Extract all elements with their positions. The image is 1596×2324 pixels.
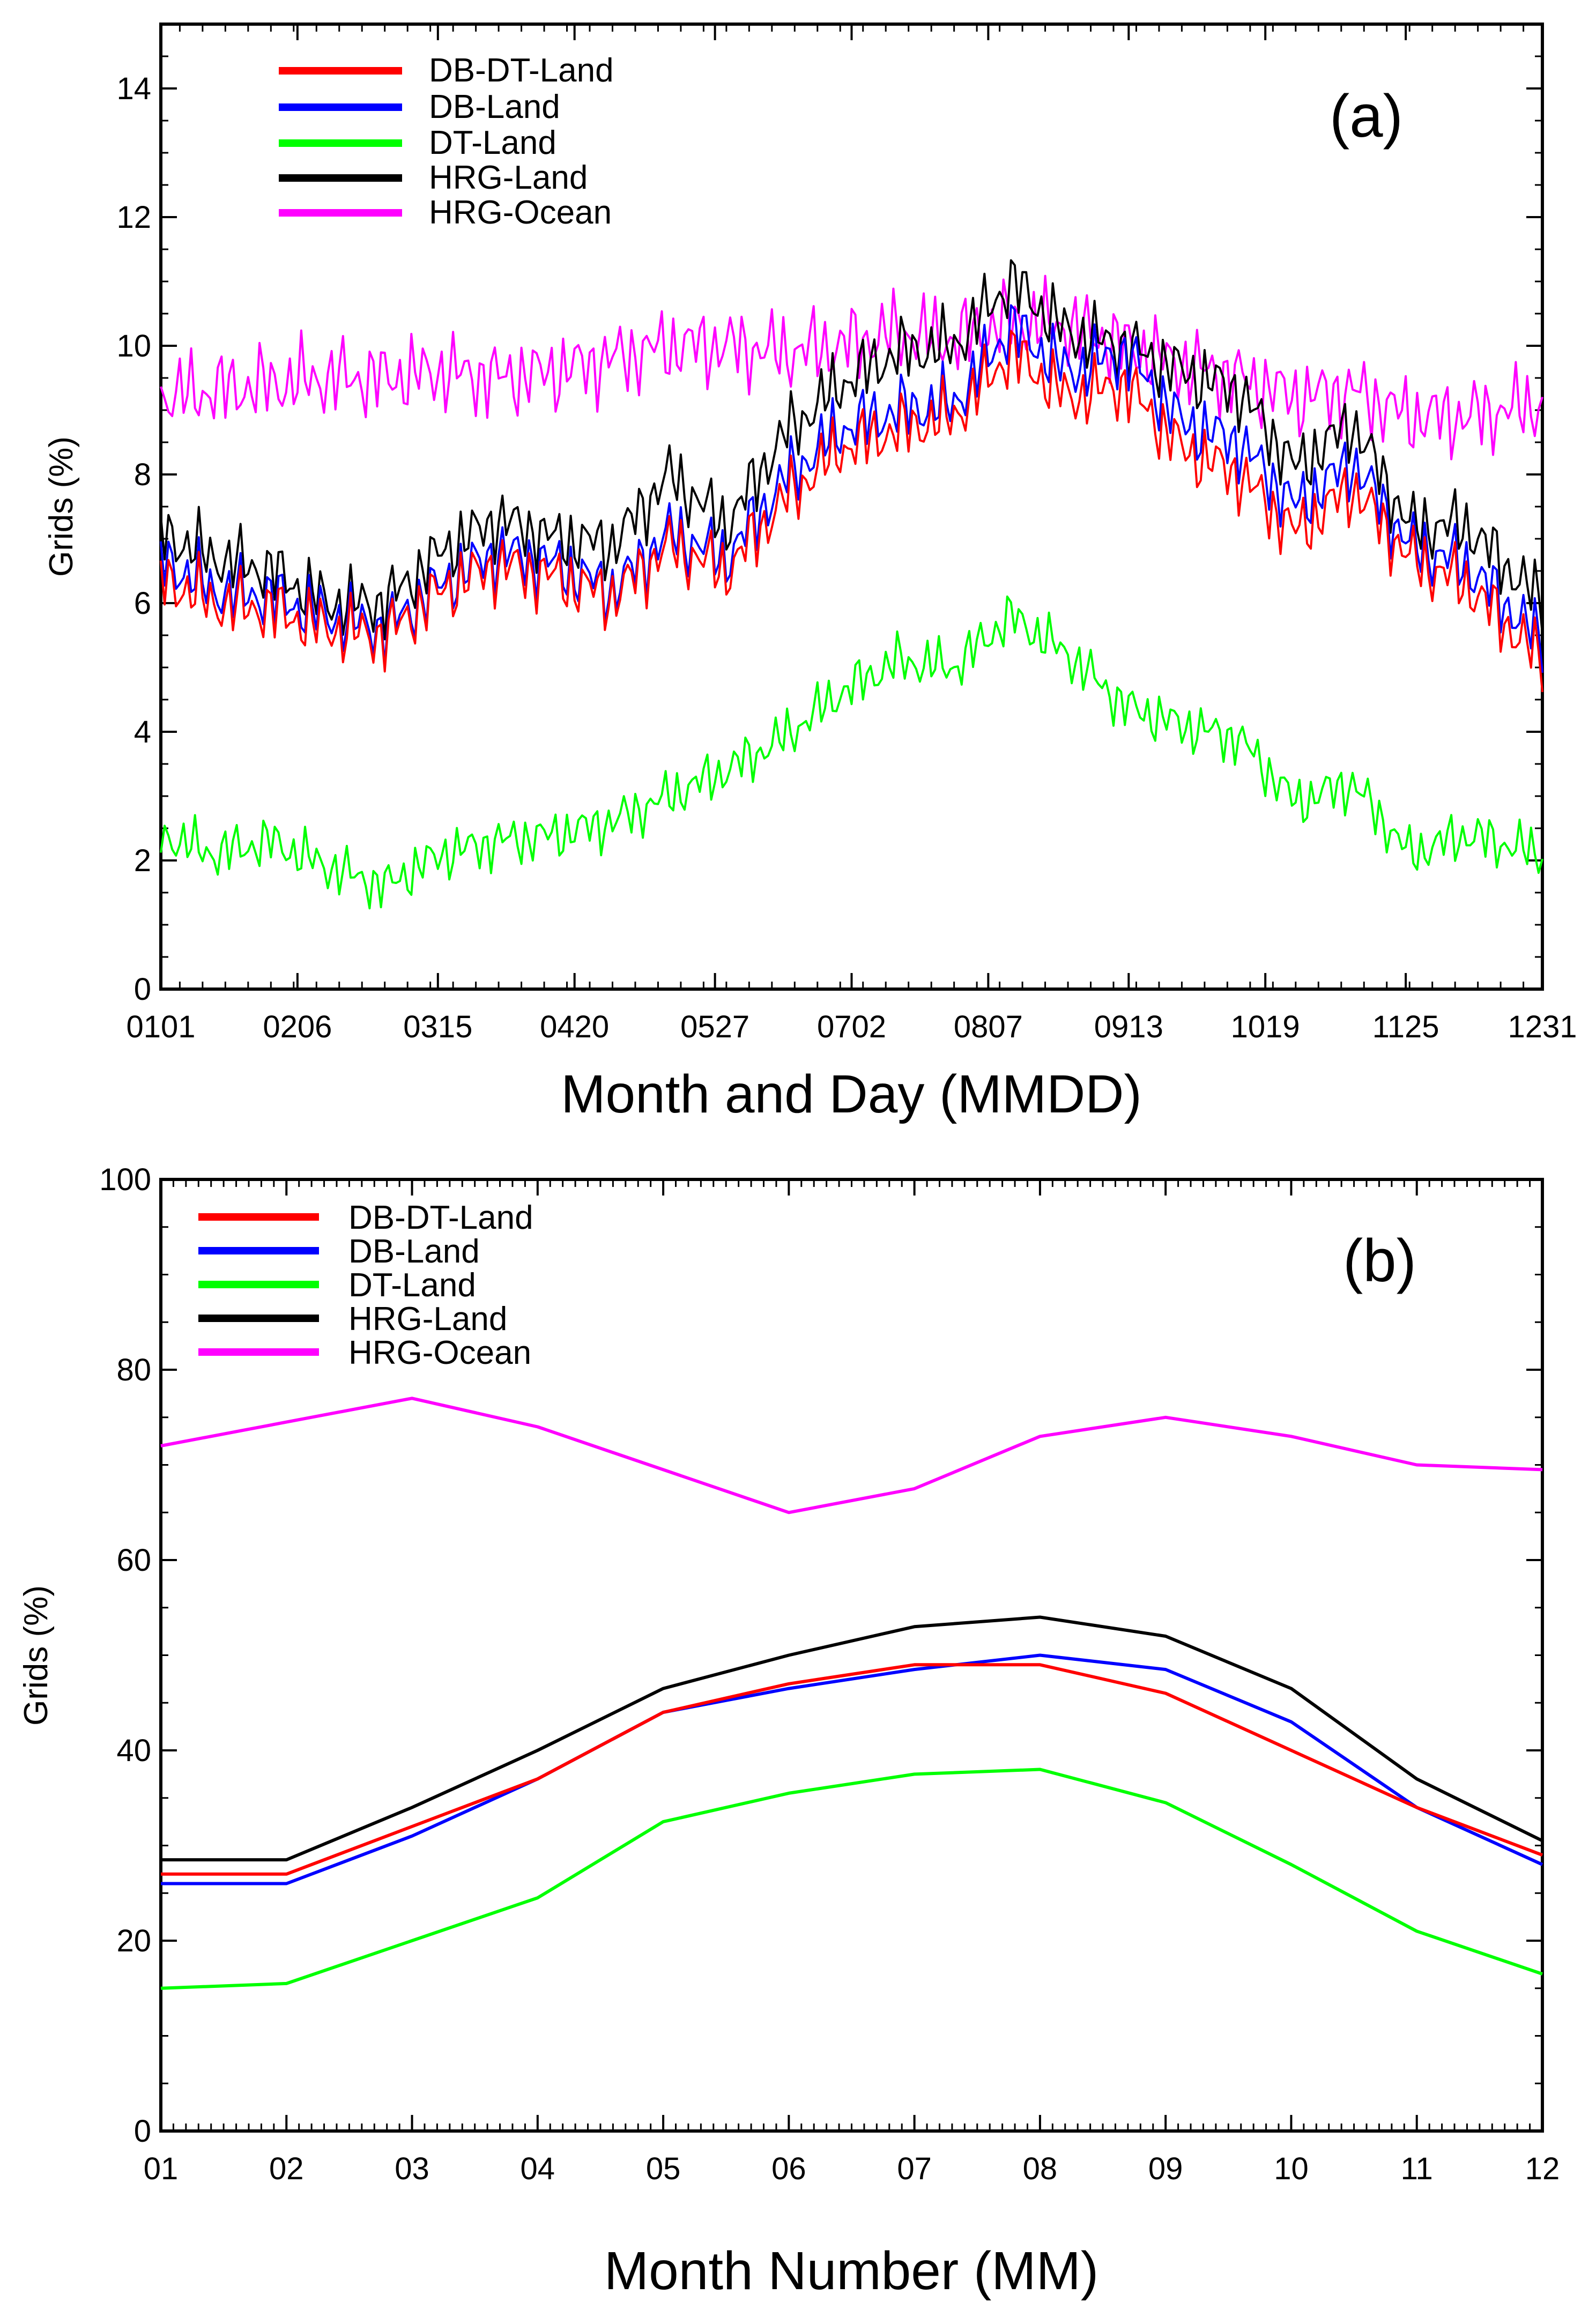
panel-b-minor-ticks xyxy=(161,1179,1542,2131)
panel-a-series-line-dt-land xyxy=(160,595,1543,910)
panel-a-x-tick-label: 0315 xyxy=(403,1009,472,1044)
panel-a-x-tick-label: 0420 xyxy=(540,1009,609,1044)
panel-a-x-tick-label: 0527 xyxy=(680,1009,749,1044)
panel-b-x-tick-label: 10 xyxy=(1274,2151,1309,2186)
panel-a-x-tick-label: 1125 xyxy=(1372,1009,1439,1044)
panel-a-chart: 0 2 4 6 8 10 12 14 0101 0206 0315 0420 0527 0702 0807… xyxy=(43,23,1577,1124)
panel-b-x-axis-title: Month Number (MM) xyxy=(604,2241,1098,2301)
panel-b-series-line-hrg-ocean xyxy=(160,1397,1543,1514)
panel-a-tag: (a) xyxy=(1330,83,1403,150)
panel-b-chart: 0 20 40 60 80 100 01 02 03 04 05 06 07 08 09 10 11 12 DB… xyxy=(18,1162,1560,2301)
panel-a-y-tick-label: 12 xyxy=(116,200,151,235)
panel-b-x-tick-label: 04 xyxy=(521,2151,555,2186)
panel-a-y-tick-label: 10 xyxy=(116,329,151,363)
panel-b-y-ticks: 0 20 40 60 80 100 xyxy=(99,1162,1542,2149)
panel-b-y-tick-label: 60 xyxy=(116,1543,151,1578)
panel-b-x-tick-label: 03 xyxy=(395,2151,429,2186)
panel-a-x-tick-label: 0702 xyxy=(817,1009,886,1044)
legend-a-label-hrg-land: HRG-Land xyxy=(429,159,588,196)
panel-a-x-axis-title: Month and Day (MMDD) xyxy=(561,1064,1142,1124)
panel-a-y-ticks: 0 2 4 6 8 10 12 14 xyxy=(116,71,1542,1007)
panel-a-series-line-hrg-land xyxy=(160,259,1543,641)
panel-a-series-line-db-dt-land xyxy=(160,330,1543,693)
panel-a-x-tick-label: 0913 xyxy=(1094,1009,1163,1044)
panel-a-minor-ticks xyxy=(161,24,1542,989)
panel-b-legend: DB-DT-Land DB-Land DT-Land HRG-Land HRG-… xyxy=(198,1199,533,1371)
panel-b-x-tick-label: 06 xyxy=(771,2151,806,2186)
panel-b-series-line-db-land xyxy=(161,1653,1543,1885)
panel-b-y-tick-label: 0 xyxy=(134,2114,151,2149)
panel-b-x-tick-label: 08 xyxy=(1023,2151,1058,2186)
panel-b-x-tick-label: 02 xyxy=(269,2151,304,2186)
panel-a-y-tick-label: 4 xyxy=(134,715,151,749)
panel-b-series-line-db-dt-land xyxy=(161,1663,1543,1876)
panel-a-x-ticks: 0101 0206 0315 0420 0527 0702 0807 0913 1019 1125… xyxy=(126,24,1577,1044)
panel-b-x-tick-label: 12 xyxy=(1525,2151,1560,2186)
legend-b-label-db-land: DB-Land xyxy=(348,1233,480,1270)
panel-a-y-tick-label: 6 xyxy=(134,586,151,621)
panel-b-series-line-hrg-land xyxy=(161,1615,1543,1862)
legend-a-label-db-land: DB-Land xyxy=(429,88,560,125)
panel-a-x-tick-label: 0206 xyxy=(263,1009,332,1044)
panel-b-y-tick-label: 100 xyxy=(99,1162,151,1197)
panel-b-y-tick-label: 80 xyxy=(116,1353,151,1387)
panel-a-series xyxy=(160,259,1543,910)
legend-b-label-hrg-land: HRG-Land xyxy=(348,1301,507,1338)
legend-a-label-dt-land: DT-Land xyxy=(429,124,556,161)
legend-a-label-hrg-ocean: HRG-Ocean xyxy=(429,194,612,231)
panel-b-y-axis-title: Grids (%) xyxy=(18,1585,55,1726)
legend-a-label-db-dt-land: DB-DT-Land xyxy=(429,52,614,89)
panel-a-y-tick-label: 8 xyxy=(134,457,151,492)
legend-b-label-hrg-ocean: HRG-Ocean xyxy=(348,1334,531,1371)
panel-a-y-tick-label: 14 xyxy=(116,71,151,106)
panel-a-y-axis-title: Grids (%) xyxy=(43,436,80,577)
panel-a-x-tick-label: 1019 xyxy=(1231,1009,1300,1044)
panel-b-tag: (b) xyxy=(1343,1227,1416,1294)
panel-a-legend: DB-DT-Land DB-Land DT-Land HRG-Land HRG-… xyxy=(279,52,614,231)
panel-a-x-tick-label: 1231 xyxy=(1508,1009,1577,1044)
panel-b-x-tick-label: 09 xyxy=(1148,2151,1183,2186)
panel-b-x-tick-label: 07 xyxy=(897,2151,932,2186)
panel-b-series-line-dt-land xyxy=(160,1768,1543,1990)
panel-b-x-ticks: 01 02 03 04 05 06 07 08 09 10 11 12 xyxy=(144,1179,1560,2186)
panel-a-series-line-db-land xyxy=(160,304,1543,673)
legend-b-label-dt-land: DT-Land xyxy=(348,1267,476,1304)
panel-b-y-tick-label: 20 xyxy=(116,1924,151,1958)
panel-b-x-tick-label: 11 xyxy=(1401,2151,1433,2186)
legend-b-label-db-dt-land: DB-DT-Land xyxy=(348,1199,533,1236)
panel-a-y-tick-label: 2 xyxy=(134,843,151,878)
panel-a-x-tick-label: 0101 xyxy=(126,1009,195,1044)
panel-a-x-tick-label: 0807 xyxy=(954,1009,1023,1044)
panel-b-series xyxy=(160,1397,1543,1990)
panel-b-x-tick-label: 05 xyxy=(646,2151,681,2186)
panel-a-y-tick-label: 0 xyxy=(134,972,151,1007)
panel-b-x-tick-label: 01 xyxy=(144,2151,179,2186)
panel-a-series-line-hrg-ocean xyxy=(160,274,1543,461)
panel-b-y-tick-label: 40 xyxy=(116,1733,151,1768)
panel-a-plot-frame xyxy=(159,23,1544,991)
